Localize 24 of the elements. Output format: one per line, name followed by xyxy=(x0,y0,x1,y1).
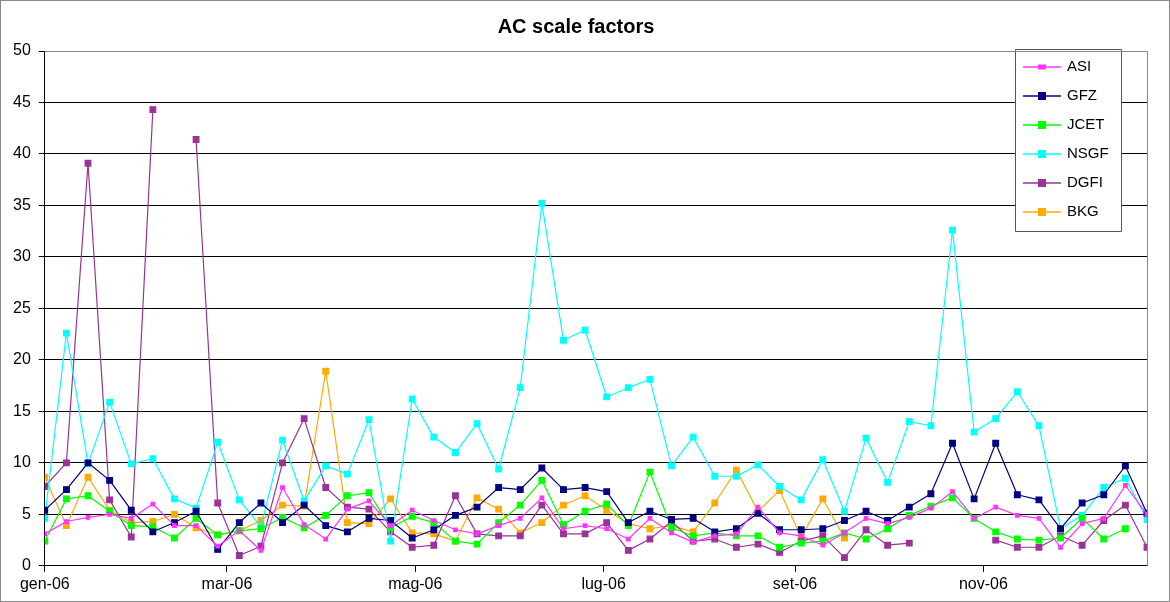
x-tick-label: set-06 xyxy=(772,574,818,592)
legend-label: ASI xyxy=(1067,57,1092,75)
y-tick-label: 10 xyxy=(13,453,31,471)
y-tick-label: 50 xyxy=(13,41,31,59)
legend-label: DGFI xyxy=(1067,173,1103,191)
y-tick-label: 20 xyxy=(13,350,31,368)
y-tick-label: 0 xyxy=(21,556,31,574)
x-tick-label: lug-06 xyxy=(581,574,626,592)
chart-title: AC scale factors xyxy=(497,14,655,37)
legend-label: NSGF xyxy=(1067,144,1109,162)
legend-label: GFZ xyxy=(1067,86,1097,104)
y-tick-label: 45 xyxy=(13,92,31,110)
y-tick-label: 25 xyxy=(13,298,31,316)
y-tick-label: 35 xyxy=(13,195,31,213)
y-tick-label: 15 xyxy=(13,401,31,419)
legend-label: JCET xyxy=(1067,115,1105,133)
y-tick-label: 40 xyxy=(13,144,31,162)
legend-label: BKG xyxy=(1067,202,1099,220)
x-tick-label: gen-06 xyxy=(19,574,70,592)
y-tick-label: 30 xyxy=(13,247,31,265)
x-tick-label: nov-06 xyxy=(958,574,1008,592)
x-tick-label: mag-06 xyxy=(388,574,443,592)
y-tick-label: 5 xyxy=(21,504,31,522)
x-tick-label: mar-06 xyxy=(201,574,253,592)
